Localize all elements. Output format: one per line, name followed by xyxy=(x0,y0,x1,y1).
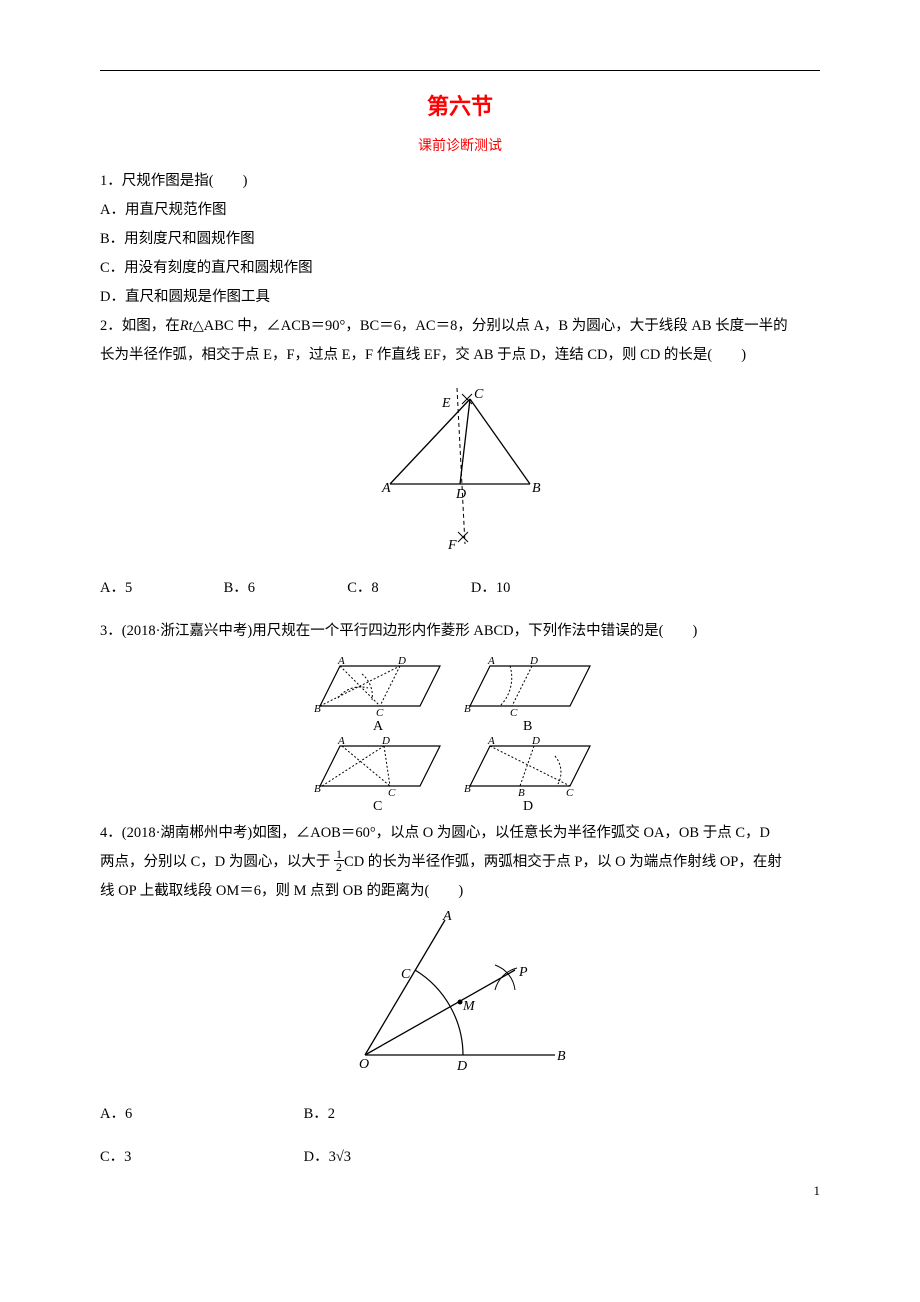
fig-lbl-F: F xyxy=(447,538,457,553)
svg-text:C: C xyxy=(373,799,382,810)
svg-text:B: B xyxy=(314,703,321,715)
svg-text:A: A xyxy=(487,735,495,747)
svg-text:D: D xyxy=(456,1059,467,1074)
svg-text:B: B xyxy=(557,1049,566,1064)
q4-opt-c: C．3 xyxy=(100,1143,300,1172)
q4-stem-line1: 4．(2018·湖南郴州中考)如图，∠AOB＝60°，以点 O 为圆心，以任意长… xyxy=(100,819,820,848)
svg-text:O: O xyxy=(359,1057,369,1072)
q2-stem-line2: 长为半径作弧，相交于点 E，F，过点 E，F 作直线 EF，交 AB 于点 D，… xyxy=(100,341,820,370)
q2-stem-line1: 2．如图，在Rt△ABC 中，∠ACB＝90°，BC＝6，AC＝8，分别以点 A… xyxy=(100,312,820,341)
svg-text:A: A xyxy=(487,655,495,667)
q1-opt-b: B．用刻度尺和圆规作图 xyxy=(100,225,820,254)
fig-lbl-A: A xyxy=(381,481,391,496)
svg-text:C: C xyxy=(376,707,384,719)
q4-opt-b: B．2 xyxy=(304,1100,504,1129)
fraction-half: 12 xyxy=(334,848,344,873)
q2-opt-a: A．5 xyxy=(100,574,220,603)
top-rule xyxy=(100,70,820,71)
svg-text:A: A xyxy=(373,719,384,734)
svg-text:C: C xyxy=(388,787,396,799)
svg-text:C: C xyxy=(566,787,574,799)
svg-text:A: A xyxy=(337,735,345,747)
q1-opt-a: A．用直尺规范作图 xyxy=(100,196,820,225)
q3-figure: A D B C A A D B C B xyxy=(100,650,820,815)
q2-opt-b: B．6 xyxy=(224,574,344,603)
svg-text:B: B xyxy=(464,783,471,795)
svg-text:D: D xyxy=(397,655,406,667)
q2-opt-d: D．10 xyxy=(471,574,591,603)
q2-opt-c: C．8 xyxy=(347,574,467,603)
page-number: 1 xyxy=(814,1183,821,1199)
svg-text:D: D xyxy=(531,735,540,747)
q4-opt-a: A．6 xyxy=(100,1100,300,1129)
q4-options-row2: C．3 D．3√3 xyxy=(100,1143,820,1172)
svg-text:M: M xyxy=(462,999,476,1014)
q2-rt: Rt xyxy=(180,318,193,334)
svg-text:D: D xyxy=(523,799,533,810)
fig-lbl-B: B xyxy=(532,481,541,496)
svg-text:D: D xyxy=(529,655,538,667)
fig-lbl-C: C xyxy=(474,387,484,402)
section-title: 第六节 xyxy=(100,89,820,121)
q4-stem2a: 两点，分别以 C，D 为圆心，以大于 xyxy=(100,854,334,870)
svg-text:C: C xyxy=(401,967,411,982)
fig-lbl-D: D xyxy=(455,487,466,502)
svg-text:D: D xyxy=(381,735,390,747)
q4-stem2b: CD 的长为半径作弧，两弧相交于点 P，以 O 为端点作射线 OP，在射 xyxy=(344,854,782,870)
svg-text:B: B xyxy=(523,719,532,734)
q2-options: A．5 B．6 C．8 D．10 xyxy=(100,574,820,603)
q1-opt-d: D．直尺和圆规是作图工具 xyxy=(100,283,820,312)
svg-text:B: B xyxy=(464,703,471,715)
fig-lbl-E: E xyxy=(441,396,451,411)
svg-text:A: A xyxy=(442,910,452,924)
q4-stem-line3: 线 OP 上截取线段 OM＝6，则 M 点到 OB 的距离为( ) xyxy=(100,877,820,906)
q4-figure: O A B C D M P xyxy=(100,910,820,1085)
q2-figure: A B C D E F xyxy=(100,374,820,559)
svg-text:A: A xyxy=(337,655,345,667)
svg-text:B: B xyxy=(518,787,525,799)
svg-text:C: C xyxy=(510,707,518,719)
q1-stem: 1．尺规作图是指( ) xyxy=(100,167,820,196)
svg-text:B: B xyxy=(314,783,321,795)
svg-text:P: P xyxy=(518,965,528,980)
q4-options-row1: A．6 B．2 xyxy=(100,1100,820,1129)
q2-stem1-post: △ABC 中，∠ACB＝90°，BC＝6，AC＝8，分别以点 A，B 为圆心，大… xyxy=(193,318,788,334)
q1-opt-c: C．用没有刻度的直尺和圆规作图 xyxy=(100,254,820,283)
q3-stem: 3．(2018·浙江嘉兴中考)用尺规在一个平行四边形内作菱形 ABCD，下列作法… xyxy=(100,617,820,646)
q4-stem-line2: 两点，分别以 C，D 为圆心，以大于 12CD 的长为半径作弧，两弧相交于点 P… xyxy=(100,848,820,877)
q4-opt-d: D．3√3 xyxy=(304,1143,504,1172)
section-subtitle: 课前诊断测试 xyxy=(100,135,820,155)
q2-stem1-pre: 2．如图，在 xyxy=(100,318,180,334)
